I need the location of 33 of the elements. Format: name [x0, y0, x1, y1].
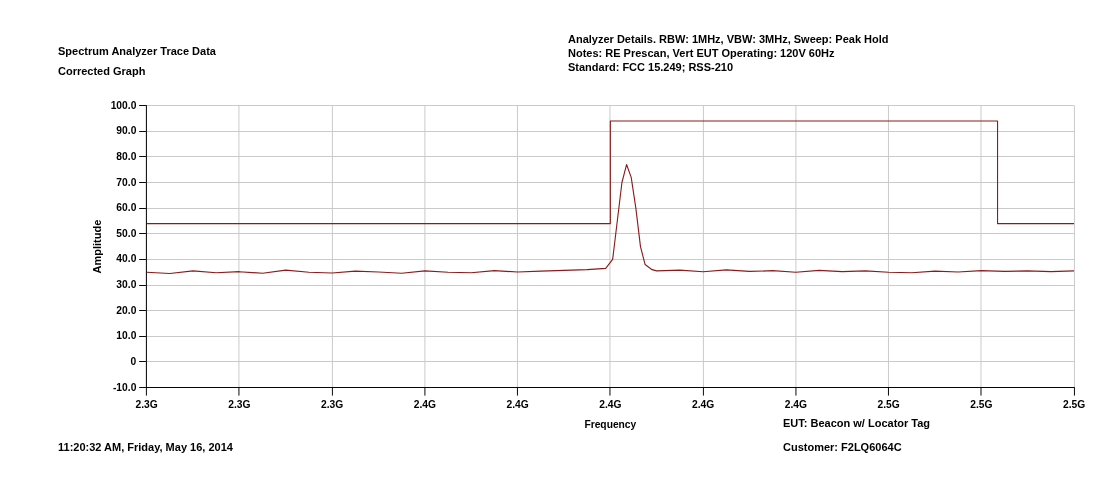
y-tick-label: 30.0	[116, 277, 137, 291]
y-tick-label: 0	[130, 354, 137, 368]
y-tick-label: 70.0	[116, 175, 137, 188]
text: Notes: RE Prescan, Vert EUT Operating: 120V 60Hz	[568, 46, 836, 60]
x-tick-label: 2.5G	[877, 397, 900, 411]
x-tick-label: 2.3G	[228, 397, 251, 411]
chart-title: Spectrum Analyzer Trace Data	[58, 44, 216, 58]
y-tick-label: 60.0	[116, 200, 137, 214]
text: EUT: Beacon w/ Locator Tag	[783, 416, 931, 430]
x-tick-label: 2.4G	[784, 397, 807, 411]
y-axis-title: Amplitude	[91, 219, 103, 274]
x-tick-label: 2.3G	[135, 397, 158, 411]
y-tick-label: -10.0	[112, 380, 137, 393]
x-tick-label: 2.5G	[970, 397, 993, 411]
text: Customer: F2LQ6064C	[783, 440, 903, 454]
text: Standard: FCC 15.249; RSS-210	[568, 60, 735, 74]
y-tick-label: 40.0	[116, 252, 137, 265]
x-tick-label: 2.4G	[691, 397, 715, 411]
y-tick-label: 80.0	[116, 149, 137, 162]
y-tick-label: 10.0	[116, 329, 137, 342]
y-tick-label: 20.0	[116, 303, 137, 316]
y-tick-label: 90.0	[116, 123, 137, 137]
x-tick-label: 2.4G	[506, 397, 529, 411]
text: 11:20:32 AM, Friday, May 16, 2014	[58, 440, 233, 454]
x-tick-label: 2.4G	[413, 397, 436, 411]
y-tick-label: 50.0	[116, 226, 137, 239]
x-tick-label: 2.3G	[320, 397, 344, 411]
x-tick-label: 2.4G	[599, 397, 622, 411]
chart-subtitle: Corrected Graph	[58, 64, 147, 78]
y-tick-label: 100.0	[110, 98, 137, 111]
x-axis-title: Frequency	[584, 418, 637, 431]
text: Analyzer Details. RBW: 1MHz, VBW: 3MHz, Sweep: Peak Hold	[568, 32, 889, 46]
x-tick-label: 2.5G	[1062, 397, 1086, 411]
